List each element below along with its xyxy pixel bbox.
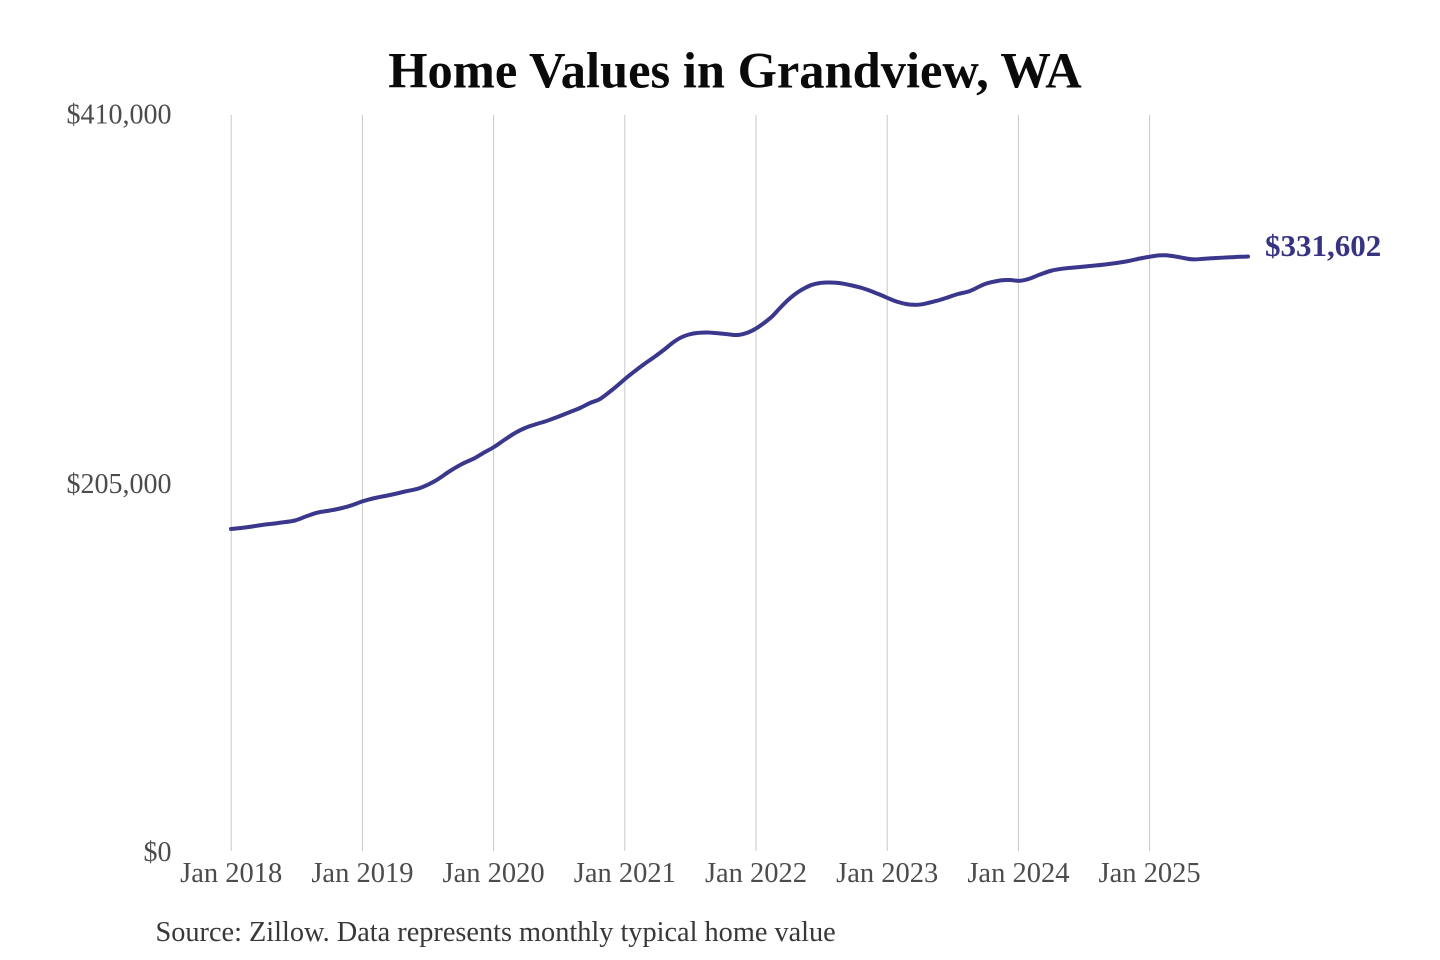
svg-text:$0: $0 bbox=[144, 837, 172, 868]
svg-text:Jan 2022: Jan 2022 bbox=[705, 858, 807, 889]
svg-text:$205,000: $205,000 bbox=[67, 469, 172, 500]
svg-text:Jan 2024: Jan 2024 bbox=[967, 858, 1069, 889]
svg-text:$331,602: $331,602 bbox=[1265, 228, 1381, 263]
svg-text:Source: Zillow. Data represent: Source: Zillow. Data represents monthly … bbox=[156, 917, 836, 948]
svg-text:Home Values in Grandview, WA: Home Values in Grandview, WA bbox=[388, 43, 1082, 99]
svg-text:Jan 2020: Jan 2020 bbox=[443, 858, 545, 889]
svg-text:Jan 2023: Jan 2023 bbox=[836, 858, 938, 889]
svg-text:Jan 2021: Jan 2021 bbox=[574, 858, 676, 889]
svg-text:$410,000: $410,000 bbox=[67, 100, 172, 131]
svg-text:Jan 2019: Jan 2019 bbox=[311, 858, 413, 889]
svg-text:Jan 2018: Jan 2018 bbox=[180, 858, 282, 889]
svg-text:Jan 2025: Jan 2025 bbox=[1099, 858, 1201, 889]
